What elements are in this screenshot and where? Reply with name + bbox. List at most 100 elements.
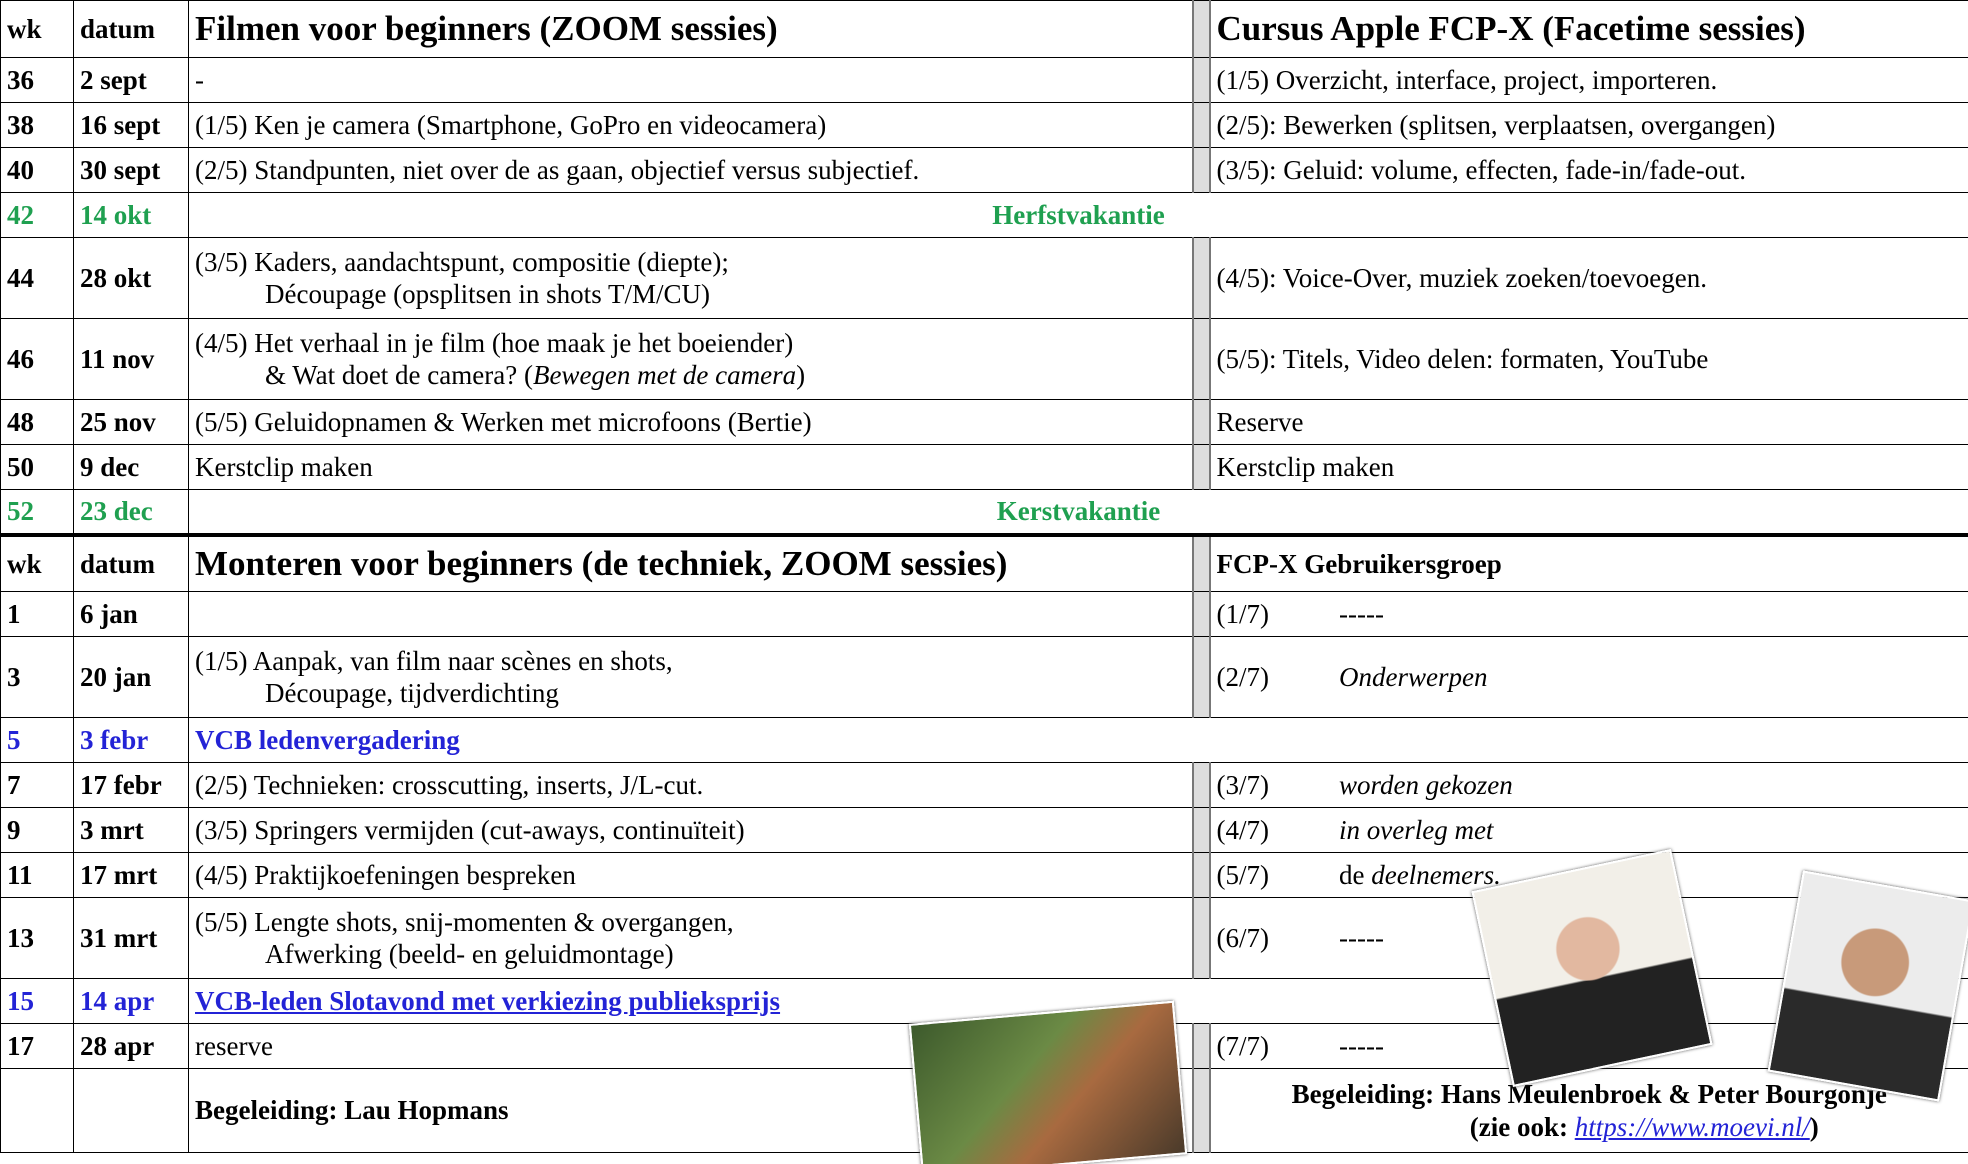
left-cell: Kerstclip maken [188, 444, 1193, 490]
right-cell: (3/5): Geluid: volume, effecten, fade-in… [1209, 147, 1968, 193]
text: (6/7) [1216, 922, 1269, 953]
text: VCB ledenvergadering [195, 724, 460, 755]
text-line: (2/5): Bewerken (splitsen, verplaatsen, … [1217, 109, 1963, 141]
text: Reserve [1216, 406, 1304, 437]
event-cell: VCB ledenvergadering [188, 717, 1968, 763]
text-line: (2/5) Standpunten, niet over de as gaan,… [195, 154, 1186, 186]
text: (zie ook: [1469, 1111, 1575, 1142]
row-row: 46 11 nov (4/5) Het verhaal in je film (ho… [0, 318, 1968, 400]
text-line: (zie ook: https://www.moevi.nl/) [1217, 1111, 1963, 1143]
left-cell: (1/5) Ken je camera (Smartphone, GoPro e… [188, 102, 1193, 148]
vacation-cell: Kerstvakantie [188, 489, 1968, 535]
left-cell: (3/5) Kaders, aandachtspunt, compositie … [188, 237, 1193, 319]
text-line: (5/5) Lengte shots, snij-momenten & over… [195, 906, 1186, 938]
text: (2/5): Bewerken (splitsen, verplaatsen, … [1216, 109, 1776, 140]
text: Bewegen met de camera [532, 360, 797, 390]
date-cell: 25 nov [73, 399, 189, 445]
row-row: 38 16 sept (1/5) Ken je camera (Smartphone… [0, 102, 1968, 148]
separator [1191, 237, 1211, 319]
date-cell: 20 jan [73, 636, 189, 718]
date-cell: 14 apr [73, 978, 189, 1024]
separator [1191, 636, 1211, 718]
right-cell: (2/7) Onderwerpen [1209, 636, 1968, 718]
header-title: FCP-X Gebruikersgroep [1209, 532, 1968, 592]
week-cell: 1 [0, 591, 74, 637]
text: ----- [1338, 922, 1384, 953]
week-cell: 46 [0, 318, 74, 400]
text-line: Begeleiding: Lau Hopmans [195, 1094, 1186, 1126]
date-cell: 17 febr [73, 762, 189, 808]
text-line: (1/5) Ken je camera (Smartphone, GoPro e… [195, 109, 1186, 141]
text-line: (4/7) in overleg met [1217, 814, 1963, 846]
row-row: 50 9 dec Kerstclip maken Kerstclip maken [0, 444, 1968, 490]
separator [1191, 762, 1211, 808]
week-cell: 11 [0, 852, 74, 898]
date-cell: 23 dec [73, 489, 189, 535]
text: (3/5): Geluid: volume, effecten, fade-in… [1216, 154, 1747, 185]
link[interactable]: VCB-leden Slotavond met verkiezing publi… [195, 985, 781, 1016]
text-line: Découpage (opsplitsen in shots T/M/CU) [195, 278, 1186, 310]
separator [1191, 1068, 1211, 1153]
separator [1191, 532, 1211, 592]
week-cell: 17 [0, 1023, 74, 1069]
link[interactable]: https://www.moevi.nl/ [1574, 1111, 1810, 1142]
text: reserve [195, 1030, 273, 1061]
left-cell: (2/5) Technieken: crosscutting, inserts,… [188, 762, 1193, 808]
right-cell: (4/7) in overleg met [1209, 807, 1968, 853]
text: Begeleiding: Lau Hopmans [195, 1095, 509, 1126]
date-cell: 28 apr [73, 1023, 189, 1069]
text-line: (3/5): Geluid: volume, effecten, fade-in… [1217, 154, 1963, 186]
text: (3/5) Kaders, aandachtspunt, compositie … [195, 246, 729, 277]
text: Découpage, tijdverdichting [265, 678, 559, 708]
vacation-row: 52 23 dec Kerstvakantie [0, 489, 1968, 535]
text: (5/5): Titels, Video delen: formaten, Yo… [1216, 343, 1709, 374]
text: (4/5): Voice-Over, muziek zoeken/toevoeg… [1216, 262, 1708, 293]
header-row: wk datum Filmen voor beginners (ZOOM sessi… [0, 0, 1968, 58]
text: (2/5) Standpunten, niet over de as gaan,… [195, 154, 920, 185]
row-row: 44 28 okt (3/5) Kaders, aandachtspunt, com… [0, 237, 1968, 319]
text: ----- [1338, 598, 1384, 629]
left-cell: (3/5) Springers vermijden (cut-aways, co… [188, 807, 1193, 853]
text: Kerstclip maken [195, 451, 373, 482]
text: Herfstvakantie [992, 199, 1165, 230]
text: (1/7) [1216, 598, 1269, 629]
text-line: Kerstclip maken [1217, 451, 1963, 483]
text: (1/5) Aanpak, van film naar scènes en sh… [195, 645, 673, 676]
separator [1191, 852, 1211, 898]
text: in overleg met [1338, 814, 1494, 845]
separator [1191, 807, 1211, 853]
text: (1/5) Ken je camera (Smartphone, GoPro e… [195, 109, 827, 140]
text: Begeleiding: Hans Meulenbroek & Peter Bo… [1291, 1079, 1887, 1110]
vacation-cell: Herfstvakantie [188, 192, 1968, 238]
week-cell: 52 [0, 489, 74, 535]
week-cell: 13 [0, 897, 74, 979]
date-cell: 6 jan [73, 591, 189, 637]
text-line: (2/7) Onderwerpen [1217, 661, 1963, 693]
date-cell [73, 1068, 189, 1153]
date-cell: datum [73, 0, 189, 58]
text: (2/7) [1216, 661, 1269, 692]
right-cell: (2/5): Bewerken (splitsen, verplaatsen, … [1209, 102, 1968, 148]
text-line: Reserve [1217, 406, 1963, 438]
separator [1191, 0, 1211, 58]
separator [1191, 102, 1211, 148]
text-line: (3/7) worden gekozen [1217, 769, 1963, 801]
date-cell: 9 dec [73, 444, 189, 490]
separator [1191, 897, 1211, 979]
header-title: Cursus Apple FCP-X (Facetime sessies) [1209, 0, 1968, 58]
separator [1191, 444, 1211, 490]
text: (5/7) [1216, 859, 1269, 890]
week-cell: 15 [0, 978, 74, 1024]
week-cell: wk [0, 0, 74, 58]
text: (7/7) [1216, 1030, 1269, 1061]
header-title: Filmen voor beginners (ZOOM sessies) [188, 0, 1193, 58]
text: (5/5) Geluidopnamen & Werken met microfo… [195, 406, 812, 437]
text-line: Découpage, tijdverdichting [195, 677, 1186, 709]
left-cell [188, 591, 1193, 637]
date-cell: datum [73, 532, 189, 592]
text-line: (1/7) ----- [1217, 598, 1963, 630]
week-cell [0, 1068, 74, 1153]
text-line: (1/5) Aanpak, van film naar scènes en sh… [195, 645, 1186, 677]
